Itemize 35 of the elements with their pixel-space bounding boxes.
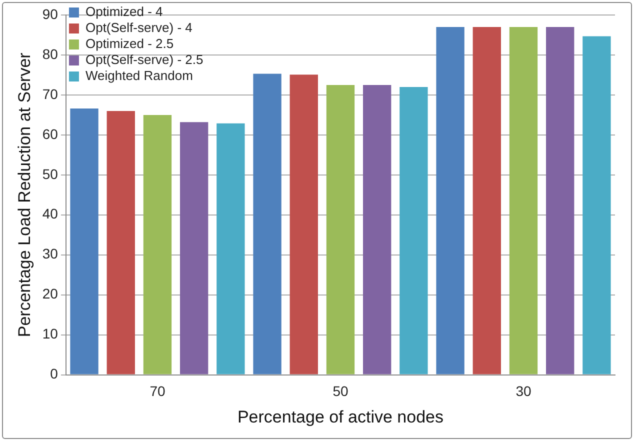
y-axis-title: Percentage Load Reduction at Server xyxy=(14,52,34,338)
bar xyxy=(106,110,135,374)
y-tick-label: 10 xyxy=(42,326,58,342)
legend-label: Optimized - 4 xyxy=(85,4,163,20)
bar xyxy=(70,108,98,374)
bar xyxy=(253,74,282,374)
y-tick-label: 0 xyxy=(50,366,58,382)
bar xyxy=(290,74,318,374)
y-tick-label: 70 xyxy=(42,86,58,102)
bar xyxy=(180,122,208,374)
bar xyxy=(509,26,538,374)
x-tick-label: 30 xyxy=(516,383,532,400)
legend-label: Opt(Self-serve) - 2.5 xyxy=(85,52,204,68)
x-tick-label: 70 xyxy=(150,383,166,400)
y-tick-label: 80 xyxy=(42,46,58,62)
x-axis-title: Percentage of active nodes xyxy=(237,407,444,426)
bar xyxy=(400,86,428,374)
bar xyxy=(472,26,501,374)
bar xyxy=(143,114,172,374)
y-tick-label: 50 xyxy=(42,166,58,182)
y-tick-label: 40 xyxy=(42,206,58,222)
bar xyxy=(326,84,355,374)
y-tick-label: 30 xyxy=(42,246,58,262)
legend-label: Optimized - 2.5 xyxy=(85,36,174,52)
y-tick-label: 60 xyxy=(42,126,58,142)
bar xyxy=(216,123,245,374)
legend-label: Weighted Random xyxy=(85,68,193,84)
bar xyxy=(436,26,464,374)
y-tick-label: 20 xyxy=(42,286,58,302)
bar xyxy=(362,84,392,374)
legend-label: Opt(Self-serve) - 4 xyxy=(85,20,192,36)
bar xyxy=(546,26,574,374)
y-tick-label: 90 xyxy=(42,6,58,22)
bar xyxy=(582,36,611,374)
x-tick-label: 50 xyxy=(332,383,348,400)
